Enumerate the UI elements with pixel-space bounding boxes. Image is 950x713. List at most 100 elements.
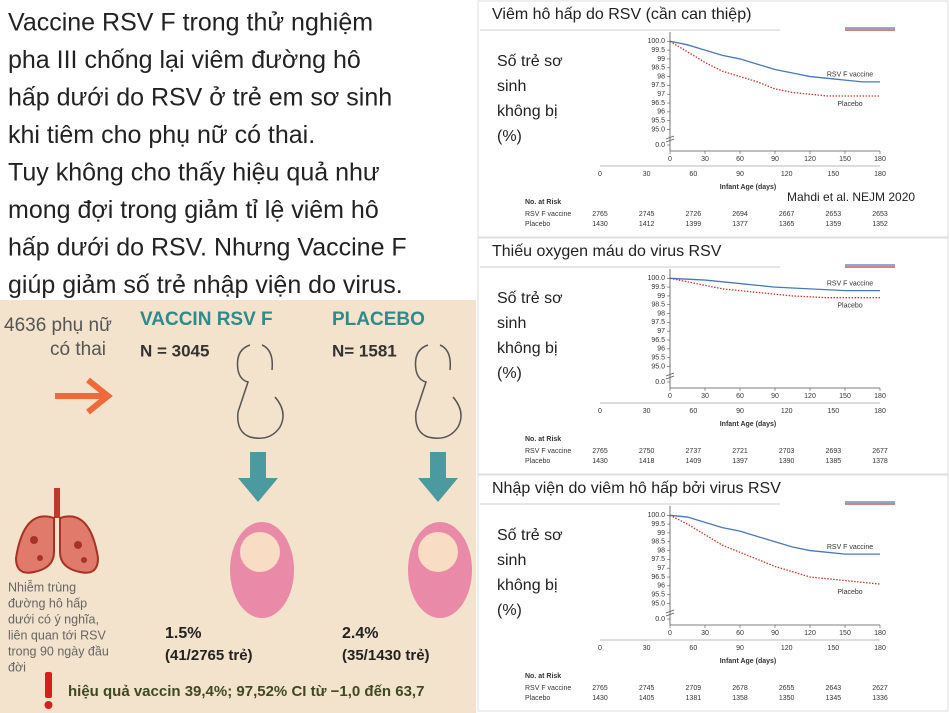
risk-axis-label: 30: [643, 645, 651, 652]
risk-axis-label: 60: [689, 408, 697, 415]
risk-axis-label: 30: [643, 408, 651, 415]
y-axis-label: (%): [497, 365, 522, 382]
y-tick-label: 99.5: [651, 47, 665, 54]
risk-value: 2655: [779, 685, 795, 692]
slide-text-line: mong đợi trong giảm tỉ lệ viêm hô: [8, 196, 379, 224]
women-count: 4636 phụ nữ: [4, 315, 112, 336]
chart-panel: Viêm hô hấp do RSV (cần can thiệp) Số trẻ…: [477, 0, 949, 238]
y-tick-label: 99: [657, 293, 665, 300]
risk-value: 2693: [826, 448, 842, 455]
risk-axis-label: 0: [598, 408, 602, 415]
risk-value: 2745: [639, 211, 655, 218]
x-tick-label: 120: [804, 393, 816, 400]
risk-row-name: RSV F vaccine: [525, 685, 571, 692]
y-axis-label: Số trẻ sơ: [497, 53, 563, 70]
x-axis-label: Infant Age (days): [720, 658, 777, 665]
risk-value: 2726: [686, 211, 702, 218]
y-tick-label: 97: [657, 91, 665, 98]
definition-line: trong 90 ngày đầu: [8, 644, 109, 658]
y-axis-label: Số trẻ sơ: [497, 290, 563, 307]
exclamation: [45, 672, 52, 698]
x-tick-label: 90: [771, 156, 779, 163]
vaccine-group: VACCIN RSV F: [140, 309, 273, 330]
risk-axis-label: 120: [781, 171, 793, 178]
km-curve: [669, 40, 880, 83]
y-tick-label: 99.5: [651, 284, 665, 291]
km-curve: [669, 277, 880, 299]
risk-value: 1345: [826, 695, 842, 702]
y-tick-label: 98.5: [651, 65, 665, 72]
y-tick-label: 99: [657, 56, 665, 63]
risk-axis-label: 90: [736, 408, 744, 415]
risk-row-name: Placebo: [525, 221, 550, 228]
risk-axis-label: 0: [598, 171, 602, 178]
risk-value: 2653: [826, 211, 842, 218]
baby-icons: [230, 522, 472, 618]
risk-value: 1418: [639, 458, 655, 465]
risk-value: 1405: [639, 695, 655, 702]
x-axis-label: Infant Age (days): [720, 421, 777, 428]
arrow: [55, 377, 113, 415]
risk-axis-label: 30: [643, 171, 651, 178]
series-label: Placebo: [837, 303, 862, 310]
x-tick-label: 150: [839, 630, 851, 637]
risk-value: 2765: [592, 211, 608, 218]
lungs-icon: [14, 488, 100, 574]
risk-value: 2709: [686, 685, 702, 692]
y-tick-label: 96.5: [651, 100, 665, 107]
x-tick-label: 150: [839, 156, 851, 163]
placebo-rate: 2.4%: [342, 625, 378, 642]
x-tick-label: 60: [736, 630, 744, 637]
risk-axis-label: 60: [689, 171, 697, 178]
chart-panels: Viêm hô hấp do RSV (cần can thiệp) Số trẻ…: [477, 0, 949, 712]
panel-border: [477, 237, 949, 475]
slide-text-line: Tuy không cho thấy hiệu quả như: [8, 159, 380, 187]
citation: Mahdi et al. NEJM 2020: [787, 190, 915, 204]
y-tick-label: 98: [657, 547, 665, 554]
risk-value: 2765: [592, 448, 608, 455]
slide-text-line: giúp giảm số trẻ nhập viện do virus.: [8, 271, 403, 299]
y-tick-label: 97.5: [651, 82, 665, 89]
risk-row-name: RSV F vaccine: [525, 211, 571, 218]
chart-title: Viêm hô hấp do RSV (cần can thiệp): [492, 6, 751, 23]
x-tick-label: 120: [804, 156, 816, 163]
x-tick-label: 90: [771, 393, 779, 400]
risk-value: 1397: [732, 458, 748, 465]
placebo-group: PLACEBO: [332, 309, 425, 330]
km-curve: [669, 40, 880, 97]
risk-axis-label: 90: [736, 645, 744, 652]
risk-value: 1365: [779, 221, 795, 228]
risk-value: 1385: [826, 458, 842, 465]
y-tick-label: 96: [657, 109, 665, 116]
risk-value: 2745: [639, 685, 655, 692]
y-axis-label: Số trẻ sơ: [497, 527, 563, 544]
y-tick-label: 0.0: [655, 379, 665, 386]
risk-value: 2667: [779, 211, 795, 218]
risk-axis-label: 90: [736, 171, 744, 178]
axis-break: [665, 372, 675, 380]
risk-value: 2694: [732, 211, 748, 218]
x-tick-label: 30: [701, 630, 709, 637]
risk-axis-label: 180: [874, 645, 886, 652]
definition-line: liên quan tới RSV: [8, 628, 106, 642]
slide-text-line: hấp dưới do RSV ở trẻ em sơ sinh: [8, 84, 392, 112]
km-curve: [669, 514, 880, 555]
risk-axis-label: 150: [827, 408, 839, 415]
y-tick-label: 97.5: [651, 556, 665, 563]
y-tick-label: 97.5: [651, 319, 665, 326]
definition-line: đời: [8, 660, 26, 674]
y-tick-label: 96.5: [651, 337, 665, 344]
x-tick-label: 120: [804, 630, 816, 637]
panel-border: [477, 474, 949, 712]
x-tick-label: 150: [839, 393, 851, 400]
pregnant-woman-icons: [236, 344, 462, 439]
y-tick-label: 97: [657, 328, 665, 335]
slide-text-line: hấp dưới do RSV. Nhưng Vaccine F: [8, 234, 407, 262]
risk-table-title: No. at Risk: [525, 199, 561, 206]
vaccine-n: N = 3045: [140, 341, 209, 360]
risk-value: 1378: [872, 458, 888, 465]
series-label: RSV F vaccine: [827, 280, 873, 287]
x-tick-label: 30: [701, 156, 709, 163]
